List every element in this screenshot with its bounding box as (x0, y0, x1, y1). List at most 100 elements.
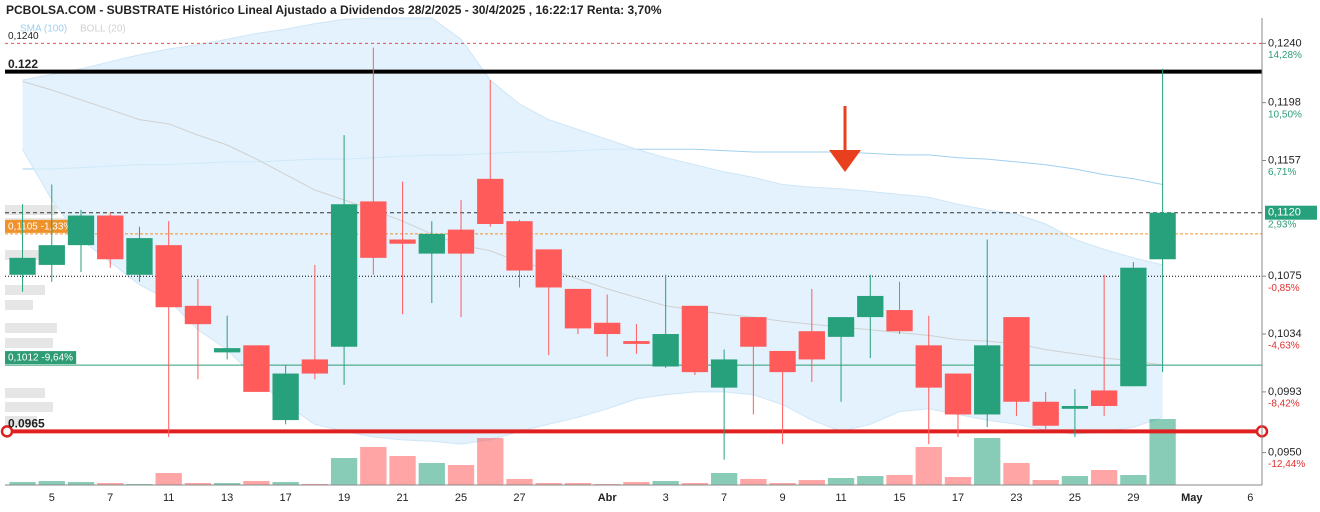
candle-body (857, 295, 884, 318)
x-tick-label: May (1181, 492, 1203, 504)
x-tick-label: 5 (49, 492, 55, 504)
y-tick-label: 0,0993 (1268, 386, 1302, 398)
volume-bar (564, 483, 592, 485)
x-tick-label: Abr (598, 492, 618, 504)
level-label: 0.122 (8, 57, 38, 71)
candle-body (652, 334, 679, 367)
volume-bar (447, 465, 475, 485)
profile-bar (5, 388, 45, 398)
volume-bar (827, 478, 855, 485)
volume-bar (506, 479, 533, 485)
volume-bar (360, 447, 387, 485)
candle-body (38, 245, 65, 265)
x-tick-label: 17 (952, 492, 964, 504)
y-tick-pct: 10,50% (1268, 109, 1302, 120)
volume-bar (798, 480, 825, 485)
candle-body (798, 331, 825, 360)
candle-body (360, 201, 387, 258)
volume-bar (330, 458, 358, 485)
x-tick-label: 9 (780, 492, 786, 504)
candle-body (1149, 212, 1176, 260)
volume-bar (886, 475, 913, 485)
level-label: 0.0965 (8, 417, 45, 431)
y-tick-label: 0,1157 (1268, 154, 1301, 166)
volume-bar (243, 481, 270, 485)
profile-bar (5, 205, 57, 215)
candle-body (1120, 267, 1147, 387)
x-tick-label: 13 (221, 492, 233, 504)
last-price-box (1265, 205, 1317, 220)
y-tick-label: 0,1198 (1268, 97, 1301, 109)
legend-entry: SMA (100) (20, 24, 67, 35)
volume-bar (9, 482, 36, 485)
volume-bar (38, 481, 65, 485)
y-tick-pct: -12,44% (1268, 459, 1305, 470)
x-tick-label: 6 (1247, 492, 1253, 504)
volume-bar (710, 473, 738, 485)
candle-body (1061, 405, 1089, 409)
candle-body (184, 305, 212, 325)
x-tick-label: 21 (396, 492, 408, 504)
profile-bar (5, 323, 57, 333)
volume-bar (97, 483, 124, 485)
candle-body (126, 238, 153, 275)
candle-body (974, 345, 1001, 415)
candle-body (330, 204, 358, 347)
volume-bar (1003, 463, 1030, 485)
x-tick-label: 11 (163, 492, 174, 504)
candle-body (243, 345, 270, 392)
volume-bar (418, 463, 445, 485)
candle-body (447, 229, 475, 254)
candle-body (827, 317, 855, 337)
volume-bar (1149, 419, 1176, 485)
volume-bar (974, 438, 1001, 485)
candle-body (915, 345, 942, 388)
candle-body (1090, 390, 1118, 406)
candle-body (272, 373, 299, 421)
y-tick-label: 0,1034 (1268, 328, 1302, 340)
candle-body (155, 245, 182, 308)
volume-bar (857, 476, 884, 485)
level-marker (0, 425, 14, 438)
candle-body (389, 239, 416, 244)
candle-body (1032, 401, 1059, 426)
volume-bar (477, 438, 504, 485)
volume-bar (1090, 470, 1118, 485)
y-tick-label: 0,1075 (1268, 270, 1302, 282)
profile-bar (5, 416, 37, 426)
last-price-label: 0,1120 (1268, 207, 1301, 219)
x-tick-label: 25 (455, 492, 467, 504)
candle-body (67, 215, 95, 246)
profile-bar (5, 338, 53, 348)
candle-body (214, 348, 241, 353)
y-tick-label: 0,1240 (1268, 37, 1302, 49)
x-tick-label: 19 (338, 492, 350, 504)
candle-body (710, 359, 738, 388)
profile-bar (5, 402, 53, 412)
x-tick-label: 29 (1127, 492, 1139, 504)
volume-bar (944, 477, 972, 485)
y-tick-pct: -4,63% (1268, 341, 1300, 352)
x-tick-label: 23 (1010, 492, 1022, 504)
bollinger-band (22, 18, 1163, 445)
volume-bar (681, 483, 709, 485)
volume-bar (652, 481, 679, 485)
candle-body (623, 341, 650, 344)
volume-bar (1061, 476, 1089, 485)
candle-body (769, 350, 796, 373)
last-price-pct: 2,93% (1268, 219, 1296, 230)
volume-bar (214, 483, 241, 485)
x-tick-label: 11 (835, 492, 846, 504)
x-tick-label: 25 (1069, 492, 1081, 504)
volume-bar (740, 479, 767, 485)
level-label: 0,1105 -1,33% (8, 222, 72, 233)
y-tick-pct: 14,28% (1268, 50, 1302, 61)
chart-title: PCBOLSA.COM - SUBSTRATE Histórico Lineal… (6, 3, 662, 17)
volume-bar (272, 482, 299, 485)
candle-body (886, 310, 913, 332)
profile-bar (5, 250, 50, 260)
y-tick-pct: -8,42% (1268, 399, 1300, 410)
candle-body (9, 257, 36, 275)
